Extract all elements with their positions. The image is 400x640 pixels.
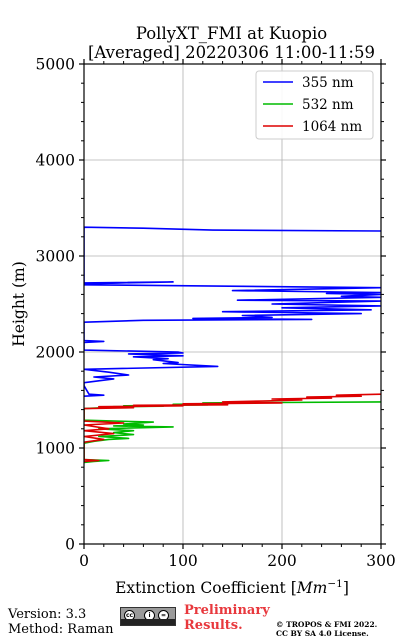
method-text: Method: Raman xyxy=(8,622,114,637)
legend-label-355-nm: 355 nm xyxy=(302,75,354,91)
y-tick-label: 2000 xyxy=(36,344,75,362)
preliminary-label-line-1: Preliminary xyxy=(184,603,270,618)
legend-label-1064-nm: 1064 nm xyxy=(302,119,362,135)
y-tick-label: 0 xyxy=(65,536,75,554)
cc-by-sa-license-icon: cc i = xyxy=(120,607,176,626)
legend: 355 nm 532 nm 1064 nm xyxy=(255,70,374,140)
x-tick-label: 0 xyxy=(79,552,89,570)
preliminary-label-line-2: Results. xyxy=(184,618,243,633)
y-tick-label: 3000 xyxy=(36,248,75,266)
legend-label-532-nm: 532 nm xyxy=(302,97,354,113)
legend-entries: 355 nm 532 nm 1064 nm xyxy=(263,75,362,135)
series-line-1064-nm xyxy=(84,393,381,463)
x-tick-label: 100 xyxy=(168,552,198,570)
chart-title-line-2: [Averaged] 20220306 11:00-11:59 xyxy=(88,43,375,62)
cc-badge-strip xyxy=(121,619,175,625)
chart-ticks xyxy=(79,59,386,549)
y-tick-label: 5000 xyxy=(36,56,75,74)
y-axis-label: Height (m) xyxy=(10,261,28,347)
copyright-line-2: CC BY SA 4.0 License. xyxy=(276,629,369,638)
x-tick-label: 300 xyxy=(366,552,396,570)
chart-series-layer xyxy=(84,226,381,464)
version-text: Version: 3.3 xyxy=(8,607,87,622)
x-axis-label: Extinction Coefficient [Mm−1] xyxy=(115,578,349,597)
plot-frame xyxy=(83,63,382,545)
series-line-355-nm xyxy=(84,226,381,397)
chart-title-line-1: PollyXT_FMI at Kuopio xyxy=(135,24,328,43)
legend-box xyxy=(255,70,374,140)
y-tick-label: 4000 xyxy=(36,152,75,170)
y-tick-label: 1000 xyxy=(36,440,75,458)
series-line-532-nm xyxy=(84,401,381,464)
copyright-line-1: © TROPOS & FMI 2022. xyxy=(276,620,378,629)
x-tick-label: 200 xyxy=(267,552,297,570)
